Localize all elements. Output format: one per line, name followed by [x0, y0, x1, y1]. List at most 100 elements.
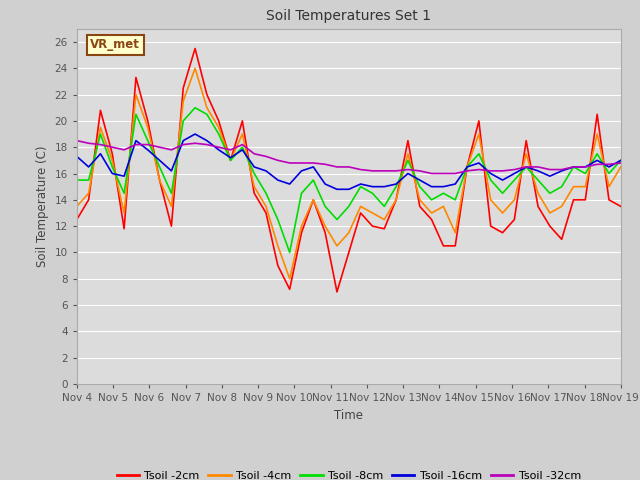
- Tsoil -2cm: [522, 138, 530, 144]
- Tsoil -8cm: [274, 216, 282, 222]
- Tsoil -8cm: [511, 177, 518, 183]
- Tsoil -32cm: [380, 168, 388, 174]
- Tsoil -32cm: [120, 147, 128, 153]
- Tsoil -16cm: [97, 151, 104, 156]
- Tsoil -2cm: [108, 151, 116, 156]
- Tsoil -2cm: [250, 191, 258, 196]
- Tsoil -16cm: [120, 173, 128, 179]
- Tsoil -2cm: [356, 210, 364, 216]
- Tsoil -8cm: [605, 170, 613, 176]
- Tsoil -4cm: [84, 191, 92, 196]
- Tsoil -32cm: [168, 147, 175, 153]
- Tsoil -16cm: [274, 177, 282, 183]
- Tsoil -2cm: [120, 226, 128, 232]
- Tsoil -16cm: [511, 170, 518, 176]
- Tsoil -2cm: [499, 230, 506, 236]
- Tsoil -4cm: [380, 216, 388, 222]
- Tsoil -4cm: [428, 210, 435, 216]
- Tsoil -32cm: [203, 142, 211, 147]
- Tsoil -8cm: [392, 184, 400, 190]
- Tsoil -2cm: [321, 230, 329, 236]
- Tsoil -4cm: [321, 223, 329, 229]
- Tsoil -16cm: [250, 164, 258, 170]
- Legend: Tsoil -2cm, Tsoil -4cm, Tsoil -8cm, Tsoil -16cm, Tsoil -32cm: Tsoil -2cm, Tsoil -4cm, Tsoil -8cm, Tsoi…: [112, 466, 586, 480]
- Tsoil -4cm: [511, 197, 518, 203]
- Tsoil -32cm: [522, 164, 530, 170]
- Tsoil -4cm: [179, 98, 187, 104]
- Tsoil -8cm: [227, 157, 234, 163]
- Tsoil -16cm: [262, 168, 270, 174]
- Text: VR_met: VR_met: [90, 38, 140, 51]
- Tsoil -16cm: [108, 170, 116, 176]
- Tsoil -16cm: [168, 168, 175, 174]
- Tsoil -4cm: [132, 92, 140, 97]
- Tsoil -2cm: [392, 197, 400, 203]
- Tsoil -32cm: [593, 161, 601, 167]
- Tsoil -4cm: [582, 184, 589, 190]
- Tsoil -2cm: [404, 138, 412, 144]
- Tsoil -16cm: [191, 131, 199, 137]
- Tsoil -4cm: [156, 177, 163, 183]
- Tsoil -16cm: [605, 164, 613, 170]
- Tsoil -32cm: [511, 167, 518, 172]
- Tsoil -32cm: [132, 142, 140, 147]
- Tsoil -4cm: [215, 125, 223, 131]
- Tsoil -4cm: [356, 204, 364, 209]
- Tsoil -16cm: [487, 170, 495, 176]
- Tsoil -32cm: [286, 160, 294, 166]
- Tsoil -8cm: [522, 164, 530, 170]
- Tsoil -32cm: [298, 160, 305, 166]
- Tsoil -2cm: [239, 118, 246, 124]
- Tsoil -4cm: [617, 164, 625, 170]
- Tsoil -32cm: [605, 161, 613, 167]
- Tsoil -2cm: [369, 223, 376, 229]
- Tsoil -8cm: [558, 184, 566, 190]
- Tsoil -16cm: [546, 173, 554, 179]
- Tsoil -32cm: [250, 151, 258, 156]
- Tsoil -8cm: [321, 204, 329, 209]
- Tsoil -2cm: [168, 223, 175, 229]
- Tsoil -32cm: [440, 170, 447, 176]
- Tsoil -2cm: [380, 226, 388, 232]
- Tsoil -8cm: [262, 191, 270, 196]
- Tsoil -32cm: [262, 154, 270, 159]
- Tsoil -8cm: [546, 191, 554, 196]
- Tsoil -2cm: [310, 197, 317, 203]
- Tsoil -4cm: [487, 197, 495, 203]
- Tsoil -16cm: [286, 181, 294, 187]
- Tsoil -2cm: [416, 204, 424, 209]
- Tsoil -4cm: [250, 184, 258, 190]
- Tsoil -2cm: [262, 210, 270, 216]
- Tsoil -32cm: [356, 167, 364, 172]
- Tsoil -4cm: [310, 197, 317, 203]
- Tsoil -4cm: [239, 131, 246, 137]
- Tsoil -32cm: [499, 168, 506, 174]
- Tsoil -32cm: [108, 144, 116, 150]
- Tsoil -16cm: [321, 181, 329, 187]
- Tsoil -16cm: [440, 184, 447, 190]
- Tsoil -4cm: [298, 223, 305, 229]
- Tsoil -4cm: [286, 276, 294, 282]
- Tsoil -32cm: [215, 144, 223, 150]
- Tsoil -8cm: [286, 250, 294, 255]
- Tsoil -2cm: [534, 204, 542, 209]
- Tsoil -32cm: [239, 142, 246, 147]
- Tsoil -16cm: [558, 168, 566, 174]
- Tsoil -2cm: [203, 92, 211, 97]
- Tsoil -2cm: [286, 287, 294, 292]
- Tsoil -32cm: [274, 157, 282, 163]
- Tsoil -8cm: [487, 177, 495, 183]
- Tsoil -4cm: [345, 230, 353, 236]
- Tsoil -8cm: [97, 131, 104, 137]
- Tsoil -8cm: [416, 184, 424, 190]
- Tsoil -2cm: [570, 197, 577, 203]
- Tsoil -8cm: [156, 164, 163, 170]
- Tsoil -2cm: [511, 216, 518, 222]
- Tsoil -8cm: [73, 177, 81, 183]
- Tsoil -8cm: [191, 105, 199, 110]
- Tsoil -2cm: [298, 230, 305, 236]
- Tsoil -16cm: [84, 164, 92, 170]
- Tsoil -2cm: [558, 237, 566, 242]
- Tsoil -4cm: [558, 204, 566, 209]
- Tsoil -4cm: [605, 184, 613, 190]
